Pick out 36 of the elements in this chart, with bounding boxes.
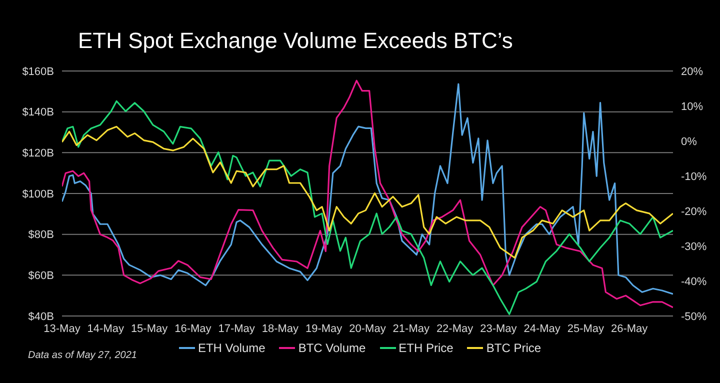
line-series xyxy=(62,126,673,259)
y-tick-label: $60B xyxy=(28,270,54,282)
y-tick-label: $120B xyxy=(22,148,54,160)
y-tick-label: $140B xyxy=(22,106,54,119)
x-tick-label: 18-May xyxy=(262,322,300,335)
y2-tick-label: -50% xyxy=(681,310,707,323)
x-tick-label: 16-May xyxy=(174,322,212,335)
y2-tick-label: -10% xyxy=(681,170,707,183)
legend-label: BTC Price xyxy=(486,341,542,355)
x-tick-label: 17-May xyxy=(218,322,256,335)
x-tick-label: 19-May xyxy=(306,322,343,335)
x-tick-label: 20-May xyxy=(349,322,386,335)
y-tick-label: $40B xyxy=(28,310,54,323)
y2-tick-label: -20% xyxy=(681,206,707,218)
y2-tick-label: -30% xyxy=(681,240,707,253)
y2-tick-label: 10% xyxy=(681,100,704,113)
legend-label: BTC Volume xyxy=(298,341,366,355)
x-tick-label: 25-May xyxy=(567,322,605,335)
x-tick-label: 13-May xyxy=(44,322,81,335)
x-tick-label: 23-May xyxy=(480,322,518,335)
text: Data as of May 27, 2021 xyxy=(28,350,137,361)
x-tick-label: 24-May xyxy=(524,322,561,335)
y-tick-label: $100B xyxy=(22,188,54,200)
chart-title: ETH Spot Exchange Volume Exceeds BTC’s xyxy=(78,28,513,54)
legend-label: ETH Price xyxy=(398,341,454,355)
y2-tick-label: 20% xyxy=(681,66,704,78)
x-tick-label: 21-May xyxy=(392,322,430,335)
x-tick-label: 15-May xyxy=(130,322,168,335)
y2-tick-label: 0% xyxy=(681,136,698,148)
y-tick-label: $160B xyxy=(22,66,54,78)
x-tick-label: 22-May xyxy=(436,322,474,335)
y-tick-label: $80B xyxy=(28,229,54,242)
y2-tick-label: -40% xyxy=(681,276,707,288)
x-tick-label: 26-May xyxy=(611,322,648,335)
legend-label: ETH Volume xyxy=(198,341,266,355)
x-tick-label: 14-May xyxy=(87,322,124,335)
